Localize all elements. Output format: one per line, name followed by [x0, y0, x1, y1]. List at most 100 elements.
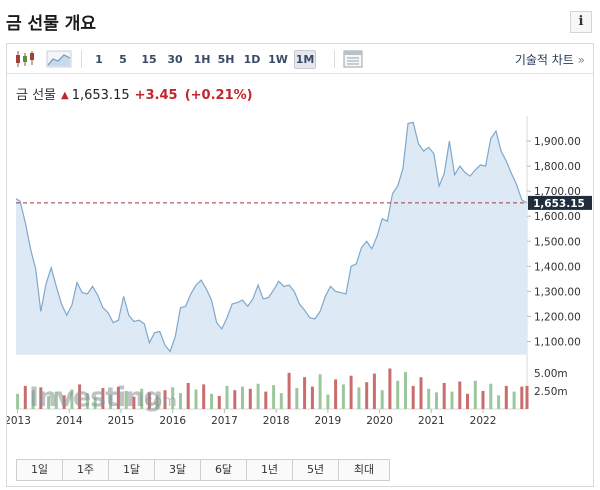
price-line: [15, 121, 528, 353]
range-button-1[interactable]: 1일: [17, 460, 63, 480]
range-button-6[interactable]: 1년: [247, 460, 293, 480]
volume-bar: [39, 387, 43, 409]
x-tick-label: 2016: [159, 415, 186, 427]
range-button-7[interactable]: 5년: [293, 460, 339, 480]
volume-bar: [140, 388, 144, 409]
volume-bar: [318, 374, 322, 409]
y-tick-label: 1,800.00: [534, 161, 581, 173]
volume-bar: [334, 379, 338, 409]
interval-button-1[interactable]: 1: [95, 53, 103, 66]
range-button-2[interactable]: 1주: [63, 460, 109, 480]
volume-bar: [396, 380, 400, 409]
volume-bar: [435, 392, 438, 409]
x-tick-label: 2015: [108, 415, 135, 427]
volume-bar: [163, 390, 167, 409]
page-title: 금 선물 개요: [6, 14, 97, 34]
interval-button-1w[interactable]: 1W: [268, 53, 288, 66]
volume-bar: [287, 372, 291, 409]
volume-bar: [295, 388, 299, 409]
double-chevron-right-icon: »: [577, 53, 585, 67]
range-button-3[interactable]: 1달: [109, 460, 155, 480]
info-button[interactable]: i: [570, 11, 592, 33]
volume-bar: [272, 385, 276, 409]
technical-chart-label: 기술적 차트: [514, 53, 574, 67]
volume-bar: [179, 393, 182, 409]
interval-button-30[interactable]: 30: [167, 53, 183, 66]
volume-bar: [116, 386, 120, 409]
volume-bar: [404, 372, 407, 409]
volume-tick-label: 5.00m: [534, 368, 568, 380]
volume-bar: [171, 387, 175, 409]
investing-watermark-suffix: .com: [140, 392, 177, 410]
volume-bar: [62, 395, 66, 409]
volume-bar: [525, 385, 529, 409]
volume-bar: [326, 394, 330, 409]
y-tick-label: 1,400.00: [534, 261, 581, 273]
area-chart-icon[interactable]: [45, 48, 73, 70]
table-icon[interactable]: [339, 48, 367, 70]
range-button-8[interactable]: 최대: [339, 460, 389, 480]
price-area-fill: [16, 122, 527, 354]
current-price-badge: [528, 195, 592, 210]
volume-bar: [388, 368, 392, 409]
volume-bar: [233, 390, 237, 409]
last-price: 1,653.15: [71, 88, 130, 103]
volume-bar: [365, 382, 369, 409]
volume-bar: [23, 385, 27, 409]
chart-toolbar: 1 5 15 30 1H 5H 1D 1W 1M 기술적 차트 »: [7, 44, 593, 74]
volume-bar: [241, 386, 244, 409]
volume-bar: [78, 384, 82, 409]
volume-bar: [520, 386, 524, 409]
quote-summary: 금 선물 ▲ 1,653.15 +3.45 (+0.21%): [16, 84, 253, 103]
volume-bar: [155, 395, 159, 409]
range-button-4[interactable]: 3달: [155, 460, 201, 480]
volume-bar: [194, 389, 198, 409]
x-tick-label: 2022: [470, 415, 497, 427]
volume-bar: [124, 390, 128, 409]
volume-bar: [70, 389, 74, 409]
candlestick-icon[interactable]: [11, 48, 39, 70]
x-tick-label: 2021: [418, 415, 445, 427]
interval-button-1m[interactable]: 1M: [294, 50, 316, 69]
volume-bar: [16, 393, 20, 409]
volume-bar: [279, 393, 283, 409]
volume-bar: [109, 394, 113, 409]
volume-bar: [473, 380, 477, 409]
interval-button-1d[interactable]: 1D: [243, 53, 261, 66]
interval-button-15[interactable]: 15: [141, 53, 157, 66]
volume-bar: [217, 396, 221, 409]
volume-bar: [489, 383, 493, 409]
y-tick-label: 1,200.00: [534, 311, 581, 323]
volume-bar: [497, 395, 501, 409]
volume-bar: [202, 384, 206, 409]
volume-bar: [186, 383, 190, 409]
interval-button-1h[interactable]: 1H: [193, 53, 211, 66]
volume-bar: [132, 396, 136, 409]
investing-watermark: Investing: [29, 382, 162, 413]
y-tick-label: 1,100.00: [534, 336, 581, 348]
chart-widget: 1 5 15 30 1H 5H 1D 1W 1M 기술적 차트 » 금 선물 ▲ 1,653.15 +…: [6, 43, 594, 487]
technical-chart-link[interactable]: 기술적 차트 »: [515, 51, 585, 68]
interval-button-5h[interactable]: 5H: [217, 53, 235, 66]
volume-bar: [225, 385, 229, 409]
interval-button-5[interactable]: 5: [119, 53, 127, 66]
volume-bar: [411, 385, 415, 409]
range-selector: 1일 1주 1달 3달 6달 1년 5년 최대: [16, 459, 390, 481]
volume-bar: [442, 383, 446, 409]
volume-bar: [101, 388, 105, 409]
volume-bar: [427, 388, 431, 409]
range-button-5[interactable]: 6달: [201, 460, 247, 480]
volume-bar: [481, 390, 485, 409]
volume-bar: [466, 393, 469, 409]
volume-bar: [256, 383, 260, 409]
volume-bar: [303, 377, 307, 409]
x-tick-label: 2017: [211, 415, 238, 427]
price-chart[interactable]: 1,100.00 1,200.00 1,300.00 1,400.00 1,500.00…: [7, 44, 593, 486]
volume-bar: [85, 393, 89, 409]
volume-bar: [31, 390, 35, 409]
price-change: +3.45: [134, 88, 178, 103]
volume-bar: [47, 396, 51, 409]
volume-bar: [93, 397, 97, 409]
instrument-name: 금 선물: [16, 88, 57, 103]
y-tick-label: 1,600.00: [534, 211, 581, 223]
